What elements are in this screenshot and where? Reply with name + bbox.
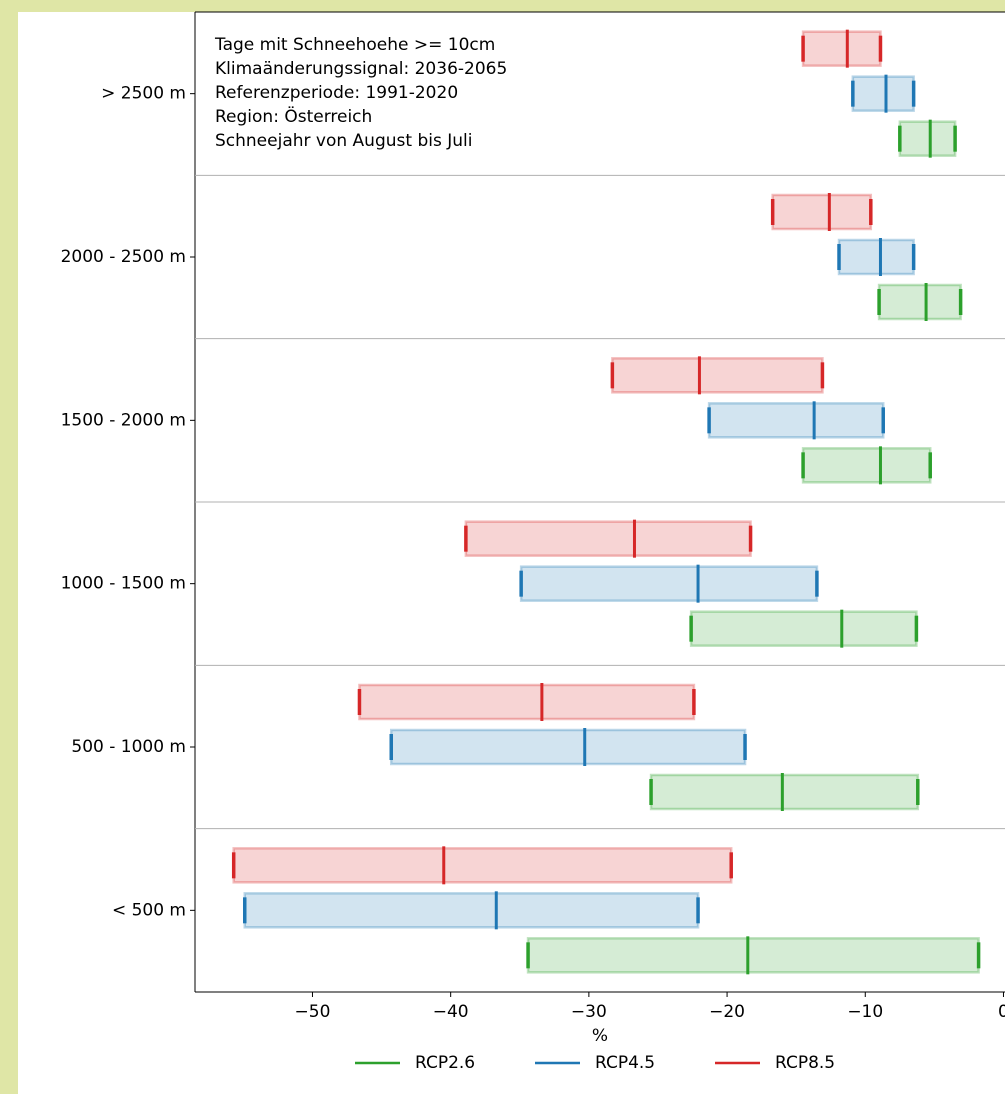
x-tick-label: −30 — [571, 1002, 607, 1022]
legend-label: RCP2.6 — [415, 1053, 475, 1073]
annotation: Klimaänderungssignal: 2036-2065 — [215, 59, 507, 79]
range-bar — [898, 120, 957, 157]
x-tick-label: 0 — [998, 1002, 1005, 1022]
y-tick-label: 1000 - 1500 m — [61, 574, 186, 594]
x-tick-label: −50 — [295, 1002, 331, 1022]
x-tick-label: −20 — [709, 1002, 745, 1022]
range-bar — [877, 283, 962, 321]
annotation: Schneejahr von August bis Juli — [215, 131, 472, 151]
range-bar — [689, 610, 918, 647]
background — [18, 12, 1005, 1094]
y-tick-label: > 2500 m — [101, 84, 186, 104]
range-bar — [464, 520, 752, 557]
x-tick-label: −40 — [433, 1002, 469, 1022]
legend-label: RCP8.5 — [775, 1053, 835, 1073]
range-bar — [837, 238, 915, 276]
range-bar — [851, 75, 915, 112]
range-bar — [358, 683, 696, 721]
range-bar — [389, 728, 747, 766]
annotation: Tage mit Schneehoehe >= 10cm — [214, 35, 495, 55]
x-tick-label: −10 — [847, 1002, 883, 1022]
range-bar — [243, 892, 700, 929]
legend-label: RCP4.5 — [595, 1053, 655, 1073]
x-axis-label: % — [592, 1026, 608, 1046]
y-tick-label: 500 - 1000 m — [71, 737, 186, 757]
range-bar — [707, 402, 885, 439]
range-bar — [232, 847, 733, 884]
y-tick-label: < 500 m — [112, 900, 186, 920]
range-bar — [801, 30, 882, 67]
range-bar — [771, 193, 873, 231]
annotation: Region: Österreich — [215, 105, 372, 127]
range-bar — [801, 447, 932, 484]
annotation: Referenzperiode: 1991-2020 — [215, 83, 458, 103]
range-bar — [519, 565, 819, 602]
range-bar — [611, 357, 824, 394]
y-tick-label: 2000 - 2500 m — [61, 247, 186, 267]
y-tick-label: 1500 - 2000 m — [61, 410, 186, 430]
range-bar — [649, 773, 920, 811]
range-bar — [526, 937, 980, 974]
